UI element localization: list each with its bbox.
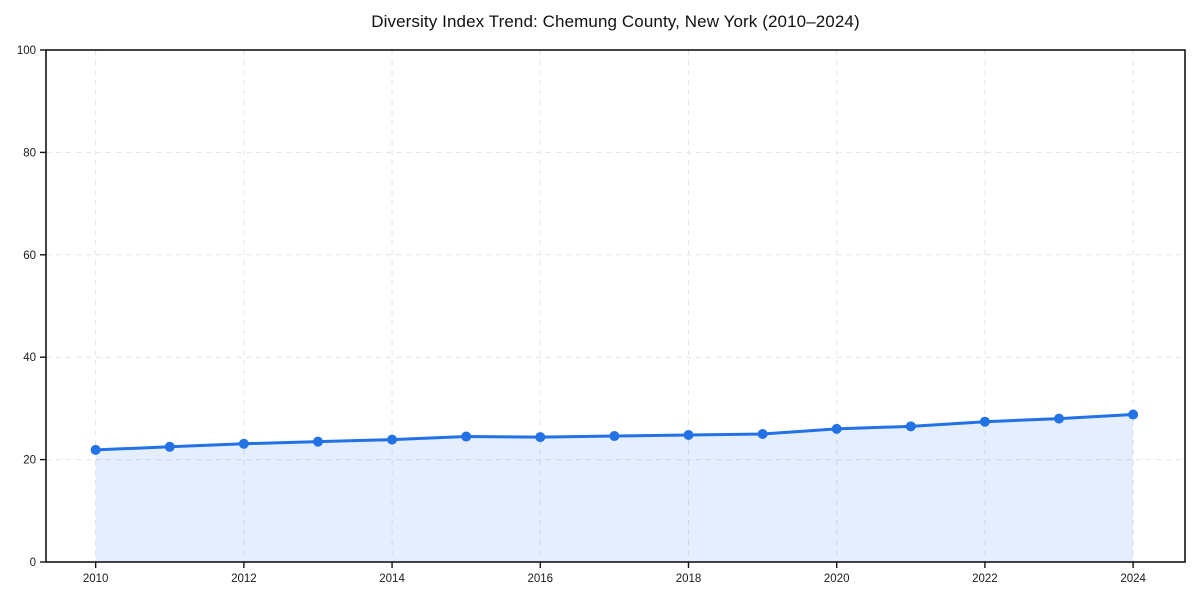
y-axis-tick-label: 60	[23, 250, 36, 262]
data-point-marker-2018	[683, 430, 694, 441]
x-axis-tick-label: 2010	[83, 573, 109, 585]
x-axis-tick-label: 2022	[972, 573, 998, 585]
data-point-marker-2024	[1128, 409, 1139, 420]
x-axis-tick-label: 2012	[231, 573, 257, 585]
area-fill	[95, 414, 1134, 562]
data-point-marker-2016	[535, 432, 546, 443]
x-axis-tick-label: 2018	[676, 573, 702, 585]
x-axis-tick-label: 2024	[1120, 573, 1146, 585]
y-axis-tick-label: 0	[30, 557, 36, 569]
data-point-marker-2019	[757, 429, 768, 439]
data-point-marker-2010	[90, 444, 101, 455]
y-axis-tick-label: 80	[23, 147, 36, 159]
data-point-marker-2020	[831, 423, 842, 434]
x-axis-tick-label: 2016	[527, 573, 553, 585]
y-axis-tick-label: 40	[23, 352, 36, 364]
axes-spines	[45, 49, 1186, 563]
y-axis-tick-label: 20	[23, 455, 36, 467]
data-point-marker-2015	[461, 431, 472, 442]
chart-title: Diversity Index Trend: Chemung County, N…	[371, 12, 860, 31]
data-point-marker-2023	[1054, 413, 1065, 424]
data-point-marker-2011	[164, 441, 175, 452]
data-point-marker-2017	[609, 431, 620, 442]
y-axis-tick-label: 100	[17, 45, 36, 57]
data-point-marker-2012	[238, 438, 249, 449]
x-axis-tick-label: 2014	[379, 573, 405, 585]
x-axis-tick-label: 2020	[824, 573, 850, 585]
data-point-marker-2013	[312, 436, 323, 447]
data-point-marker-2021	[905, 421, 916, 432]
data-point-marker-2022	[979, 416, 990, 427]
data-point-marker-2014	[387, 434, 398, 445]
